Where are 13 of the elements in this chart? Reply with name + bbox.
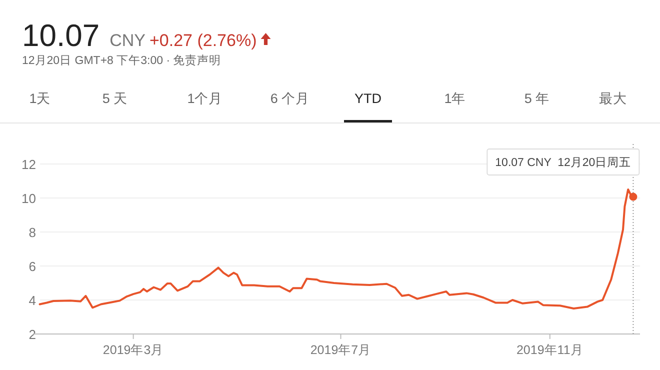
tooltip-text: 10.07 CNY 12月20日周五 <box>495 157 632 169</box>
change: +0.27 (2.76%) <box>149 31 257 50</box>
xtick: 2019年11月 <box>516 343 584 357</box>
ytick: 12 <box>22 157 36 172</box>
subtitle: 12月20日 GMT+8 下午3:00 · 免责声明 <box>22 55 222 67</box>
xtick: 2019年3月 <box>102 343 164 357</box>
currency: CNY <box>110 31 146 50</box>
title: 10.07 <box>22 18 100 53</box>
ytick: 4 <box>28 293 36 308</box>
ytick: 6 <box>28 259 36 274</box>
ytick: 10 <box>22 191 36 206</box>
ytick: 8 <box>28 225 36 240</box>
xtick: 2019年7月 <box>310 343 372 357</box>
